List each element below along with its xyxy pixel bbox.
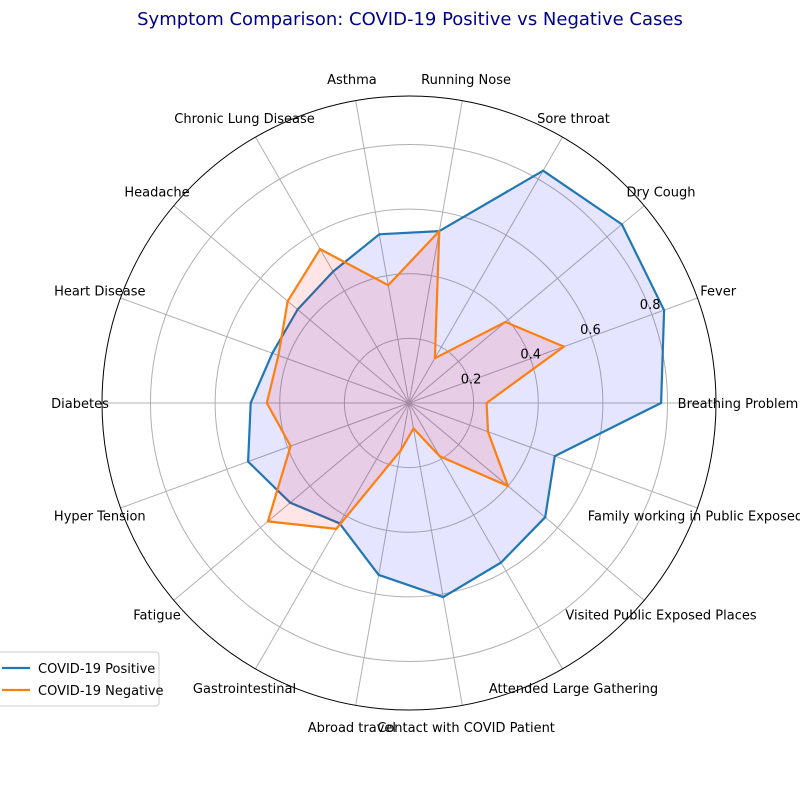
data-point	[486, 430, 490, 433]
category-label: Chronic Lung Disease	[174, 112, 314, 127]
grid-spoke	[173, 205, 410, 404]
data-point	[377, 573, 380, 577]
category-label: Asthma	[327, 73, 377, 88]
data-point	[277, 354, 280, 357]
series-fill-2	[266, 231, 564, 529]
category-label: Visited Public Exposed Places	[565, 609, 757, 624]
data-point	[249, 401, 252, 405]
grid-spoke	[408, 402, 645, 601]
category-label: Family working in Public Exposed Places	[588, 510, 800, 525]
grid-spoke	[255, 136, 410, 404]
data-point	[442, 596, 445, 599]
legend: COVID-19 Positive COVID-19 Negative	[0, 651, 164, 707]
category-label: Diabetes	[51, 397, 109, 412]
legend-label-1: COVID-19 Positive	[38, 662, 155, 677]
category-label: Dry Cough	[627, 186, 696, 201]
data-point	[504, 320, 507, 324]
data-point	[542, 169, 545, 172]
grid-spoke	[173, 402, 410, 601]
radial-tick-label: 0.6	[580, 323, 601, 338]
data-point	[335, 527, 338, 531]
data-point	[271, 352, 274, 355]
category-label: Heart Disease	[54, 285, 145, 300]
grid-spoke	[408, 402, 463, 706]
data-point	[506, 485, 510, 488]
data-point	[485, 401, 488, 405]
category-label: Attended Large Gathering	[489, 682, 658, 697]
data-point	[660, 401, 663, 405]
data-point	[500, 561, 503, 564]
grid-spoke	[408, 100, 463, 404]
data-point	[289, 501, 292, 504]
grid-spoke	[408, 402, 698, 509]
grid-spoke	[355, 100, 410, 404]
data-point	[266, 520, 269, 523]
radial-tick-label: 0.8	[640, 298, 661, 313]
data-point	[289, 445, 292, 448]
category-label: Hyper Tension	[54, 510, 146, 525]
grid-spoke	[120, 297, 410, 404]
category-label: Abroad travel	[308, 721, 396, 736]
category-label: Breathing Problem	[678, 397, 799, 412]
category-label: Fatigue	[133, 609, 180, 624]
series-fill-1	[248, 170, 665, 598]
data-point	[265, 401, 268, 405]
data-point	[433, 357, 436, 360]
radial-tick-label: 0.2	[461, 372, 482, 387]
data-point	[378, 233, 381, 236]
data-point	[399, 449, 402, 452]
category-label: Contact with COVID Patient	[377, 721, 555, 736]
radial-ticks: 0.2 0.4 0.6 0.8	[461, 298, 661, 387]
data-point	[296, 308, 299, 311]
data-point	[663, 309, 666, 312]
data-point	[247, 460, 250, 463]
category-labels: Breathing Problem Fever Dry Cough Sore thro…	[51, 73, 800, 736]
category-label: Headache	[124, 186, 189, 201]
legend-label-2: COVID-19 Negative	[38, 684, 164, 699]
category-label: Sore throat	[537, 112, 610, 127]
category-label: Gastrointestinal	[193, 682, 296, 697]
legend-box	[0, 651, 160, 707]
grid-spoke	[255, 402, 410, 670]
data-point	[562, 345, 566, 348]
grid-spoke	[355, 402, 410, 706]
data-point	[412, 427, 415, 430]
data-point	[286, 300, 289, 303]
data-point	[438, 230, 441, 233]
category-label: Running Nose	[421, 73, 511, 88]
grid	[101, 95, 717, 711]
data-point	[387, 284, 390, 287]
data-point	[332, 270, 335, 273]
grid-spoke	[408, 205, 645, 404]
data-point	[319, 248, 322, 251]
grid-spoke	[408, 402, 563, 670]
data-point	[620, 223, 624, 226]
data-point	[553, 455, 556, 458]
radial-tick-label: 0.4	[520, 348, 541, 363]
data-point	[544, 516, 547, 519]
grid-spoke	[120, 402, 410, 509]
data-point	[438, 455, 441, 458]
category-label: Fever	[700, 285, 736, 300]
chart-title: Symptom Comparison: COVID-19 Positive vs…	[137, 9, 683, 30]
grid-spoke	[408, 297, 698, 404]
outer-frame	[101, 95, 717, 711]
series-layer	[247, 169, 666, 599]
